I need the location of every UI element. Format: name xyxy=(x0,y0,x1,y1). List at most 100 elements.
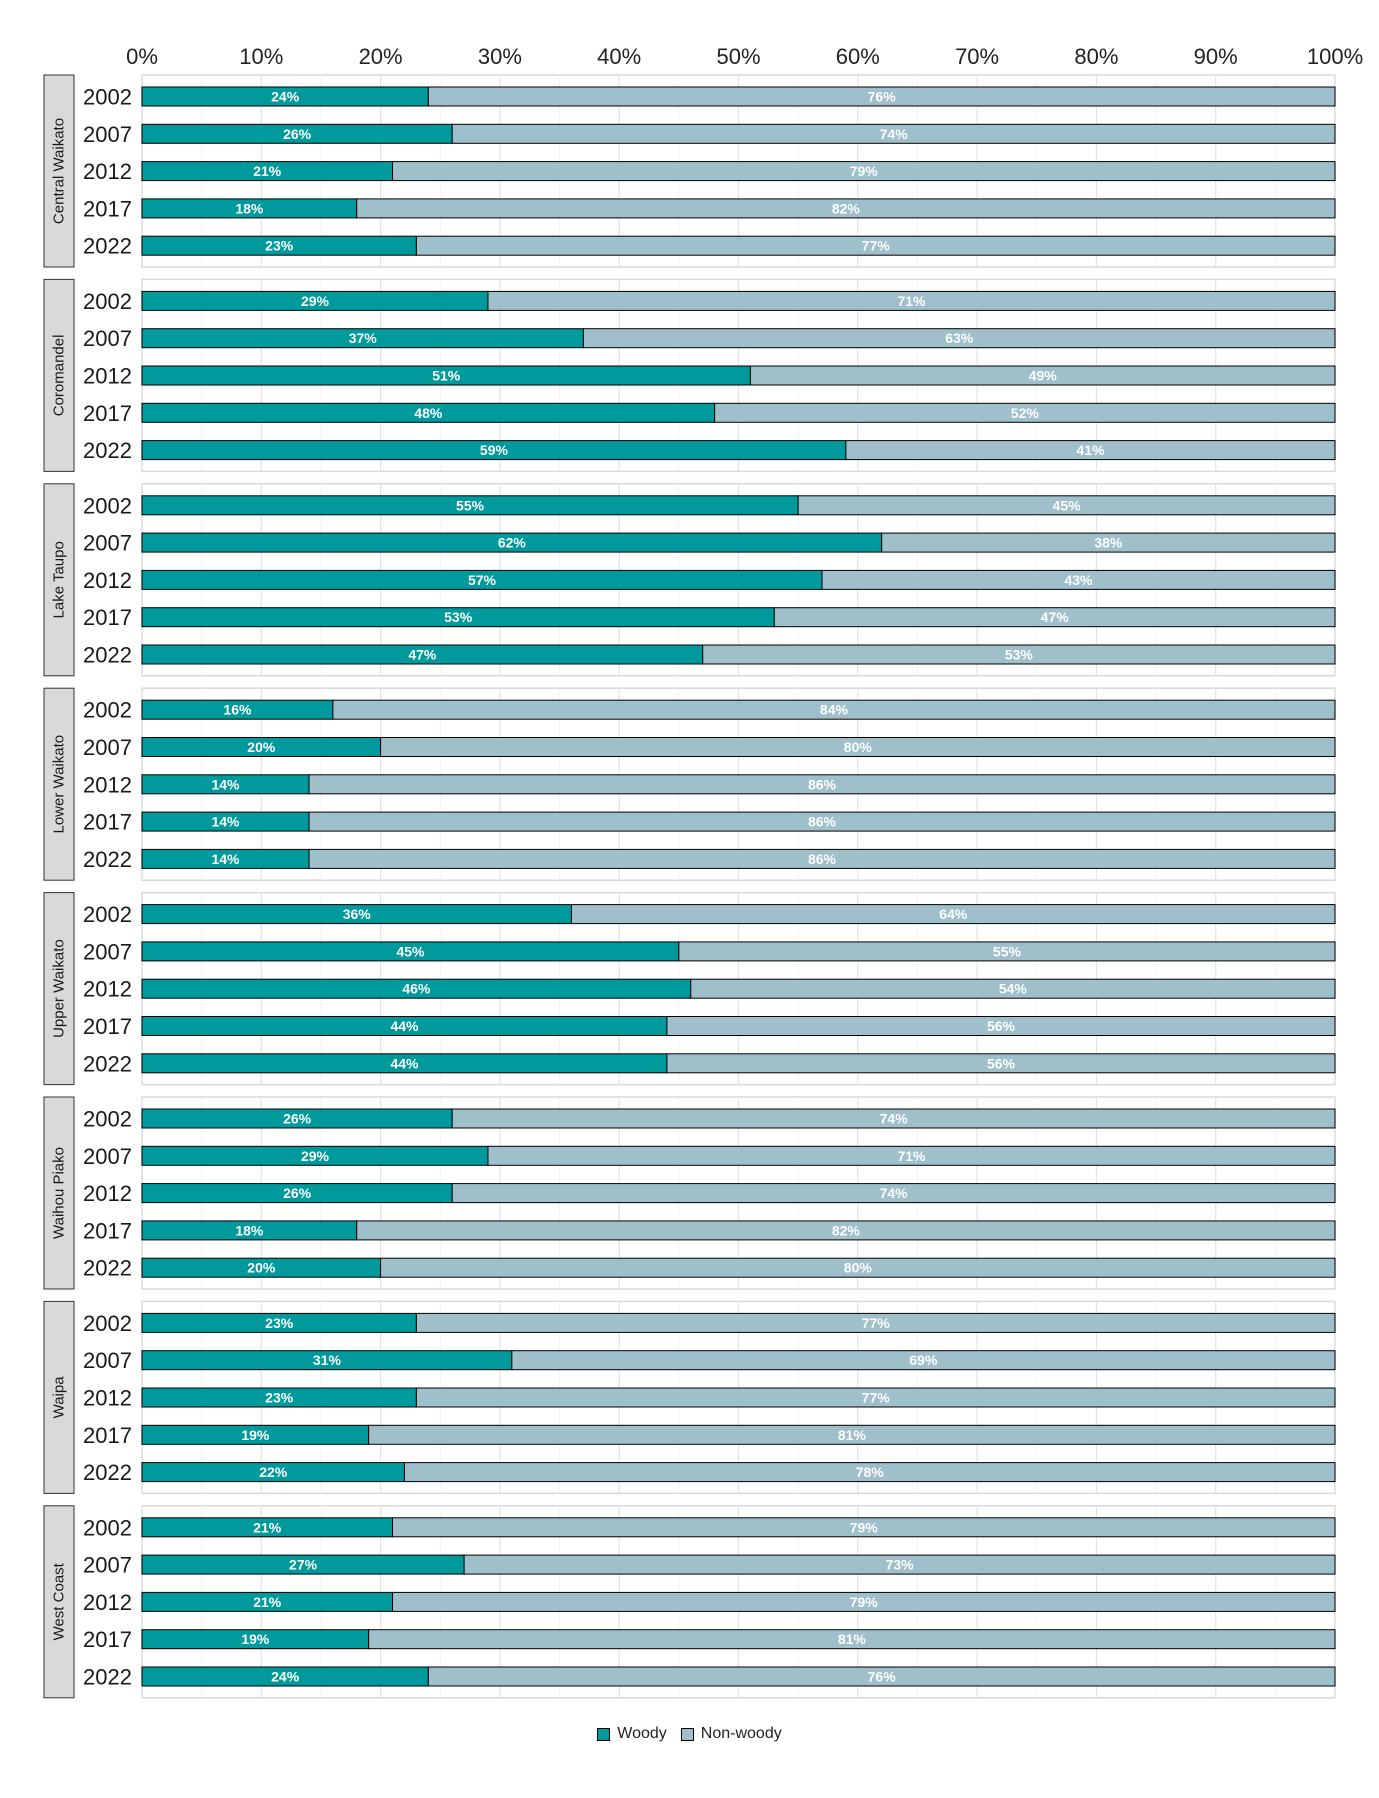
facet-strip xyxy=(43,278,75,472)
data-label-non-woody: 54% xyxy=(999,981,1028,997)
bar-non-woody xyxy=(308,811,1336,832)
data-label-non-woody: 41% xyxy=(1076,442,1105,458)
facet-strip-label: Waihou Piako xyxy=(51,1147,68,1239)
bar-non-woody xyxy=(415,235,1336,256)
y-tick-label: 2002 xyxy=(83,289,132,314)
y-tick-label: 2017 xyxy=(83,1627,132,1652)
data-label-woody: 14% xyxy=(211,814,240,830)
x-tick-label: 40% xyxy=(597,44,641,69)
legend-item-woody: Woody xyxy=(597,1725,667,1743)
facet-strip-label: West Coast xyxy=(51,1562,68,1640)
data-label-non-woody: 81% xyxy=(838,1631,867,1647)
data-label-woody: 23% xyxy=(265,238,294,254)
bar-non-woody xyxy=(666,1016,1336,1036)
y-tick-label: 2017 xyxy=(83,1014,132,1039)
data-label-non-woody: 38% xyxy=(1094,535,1123,551)
data-label-non-woody: 73% xyxy=(886,1557,915,1573)
bar-non-woody xyxy=(332,699,1336,720)
data-label-non-woody: 71% xyxy=(897,293,926,309)
data-label-non-woody: 86% xyxy=(808,776,837,792)
y-tick-label: 2012 xyxy=(83,568,132,593)
bar-non-woody xyxy=(451,1108,1336,1129)
data-label-non-woody: 74% xyxy=(880,1185,909,1201)
data-label-non-woody: 79% xyxy=(850,1519,879,1535)
data-label-woody: 36% xyxy=(343,906,372,922)
data-label-woody: 27% xyxy=(289,1557,318,1573)
bar-non-woody xyxy=(380,1257,1336,1278)
y-tick-label: 2017 xyxy=(83,1218,132,1243)
y-tick-label: 2012 xyxy=(83,1181,132,1206)
legend-label-non-woody: Non-woody xyxy=(700,1725,782,1742)
legend-swatch-non-woody xyxy=(680,1727,694,1741)
facet-strip xyxy=(43,483,75,677)
data-label-woody: 45% xyxy=(396,943,425,959)
data-label-non-woody: 69% xyxy=(909,1352,938,1368)
data-label-woody: 20% xyxy=(247,1260,276,1276)
data-label-non-woody: 71% xyxy=(897,1148,926,1164)
data-label-non-woody: 56% xyxy=(987,1055,1016,1071)
y-tick-label: 2002 xyxy=(83,698,132,723)
data-label-non-woody: 52% xyxy=(1011,405,1040,421)
y-tick-label: 2007 xyxy=(83,1553,132,1578)
bar-non-woody xyxy=(881,532,1336,553)
y-tick-label: 2002 xyxy=(83,902,132,927)
y-tick-label: 2017 xyxy=(83,196,132,221)
data-label-non-woody: 64% xyxy=(939,906,968,922)
bar-non-woody xyxy=(356,198,1336,219)
y-tick-label: 2017 xyxy=(83,1423,132,1448)
data-label-woody: 53% xyxy=(444,609,473,625)
data-label-woody: 29% xyxy=(301,1148,330,1164)
y-tick-label: 2022 xyxy=(83,1256,132,1281)
y-tick-label: 2007 xyxy=(83,735,132,760)
bar-non-woody xyxy=(773,607,1336,628)
data-label-woody: 23% xyxy=(265,1315,294,1331)
bar-non-woody xyxy=(392,1517,1336,1538)
facet-strip xyxy=(43,1300,75,1494)
data-label-woody: 18% xyxy=(235,1222,264,1238)
data-label-non-woody: 63% xyxy=(945,330,974,346)
x-tick-label: 100% xyxy=(1307,44,1363,69)
legend: Woody Non-woody xyxy=(0,1722,1379,1746)
y-tick-label: 2012 xyxy=(83,1590,132,1615)
bar-non-woody xyxy=(749,365,1336,386)
facet-panel: Central Waikato 2002 24% 76% 2007 26% 74% 2012 2… xyxy=(43,74,1336,268)
y-tick-label: 2012 xyxy=(83,159,132,184)
y-tick-label: 2007 xyxy=(83,122,132,147)
data-label-woody: 31% xyxy=(313,1352,342,1368)
bar-non-woody xyxy=(797,495,1336,516)
facet-panel: Coromandel 2002 29% 71% 2007 37% 63% 2012 51% 49%… xyxy=(43,278,1336,473)
y-tick-label: 2012 xyxy=(83,977,132,1002)
data-label-woody: 22% xyxy=(259,1464,288,1480)
facet-strip xyxy=(43,1096,75,1290)
bar-non-woody xyxy=(821,569,1336,590)
bar-non-woody xyxy=(427,1666,1336,1687)
data-label-non-woody: 86% xyxy=(808,851,837,867)
y-tick-label: 2012 xyxy=(83,364,132,389)
data-label-non-woody: 78% xyxy=(856,1464,885,1480)
facet-strip-label: Lake Taupo xyxy=(51,541,68,618)
y-tick-label: 2002 xyxy=(83,493,132,518)
data-label-woody: 14% xyxy=(211,851,240,867)
y-tick-label: 2002 xyxy=(83,1107,132,1132)
bar-non-woody xyxy=(415,1312,1336,1333)
data-label-non-woody: 79% xyxy=(850,1594,879,1610)
data-label-woody: 47% xyxy=(408,647,437,663)
y-tick-label: 2002 xyxy=(83,85,132,110)
facet-strip xyxy=(43,74,75,268)
data-label-non-woody: 80% xyxy=(844,1260,873,1276)
data-label-non-woody: 53% xyxy=(1005,647,1034,663)
data-label-woody: 44% xyxy=(390,1055,419,1071)
y-tick-label: 2007 xyxy=(83,1348,132,1373)
bar-non-woody xyxy=(690,978,1336,999)
facet-panel: West Coast 2002 21% 79% 2007 27% 73% 2012 21% 79%… xyxy=(43,1505,1336,1699)
data-label-non-woody: 49% xyxy=(1029,368,1058,384)
data-label-non-woody: 77% xyxy=(862,238,891,254)
bar-non-woody xyxy=(714,402,1336,423)
data-label-woody: 19% xyxy=(241,1631,270,1647)
x-tick-label: 0% xyxy=(126,44,158,69)
y-tick-label: 2012 xyxy=(83,772,132,797)
y-tick-label: 2022 xyxy=(83,1051,132,1076)
data-label-woody: 48% xyxy=(414,405,443,421)
y-tick-label: 2002 xyxy=(83,1311,132,1336)
data-label-non-woody: 74% xyxy=(880,1111,909,1127)
